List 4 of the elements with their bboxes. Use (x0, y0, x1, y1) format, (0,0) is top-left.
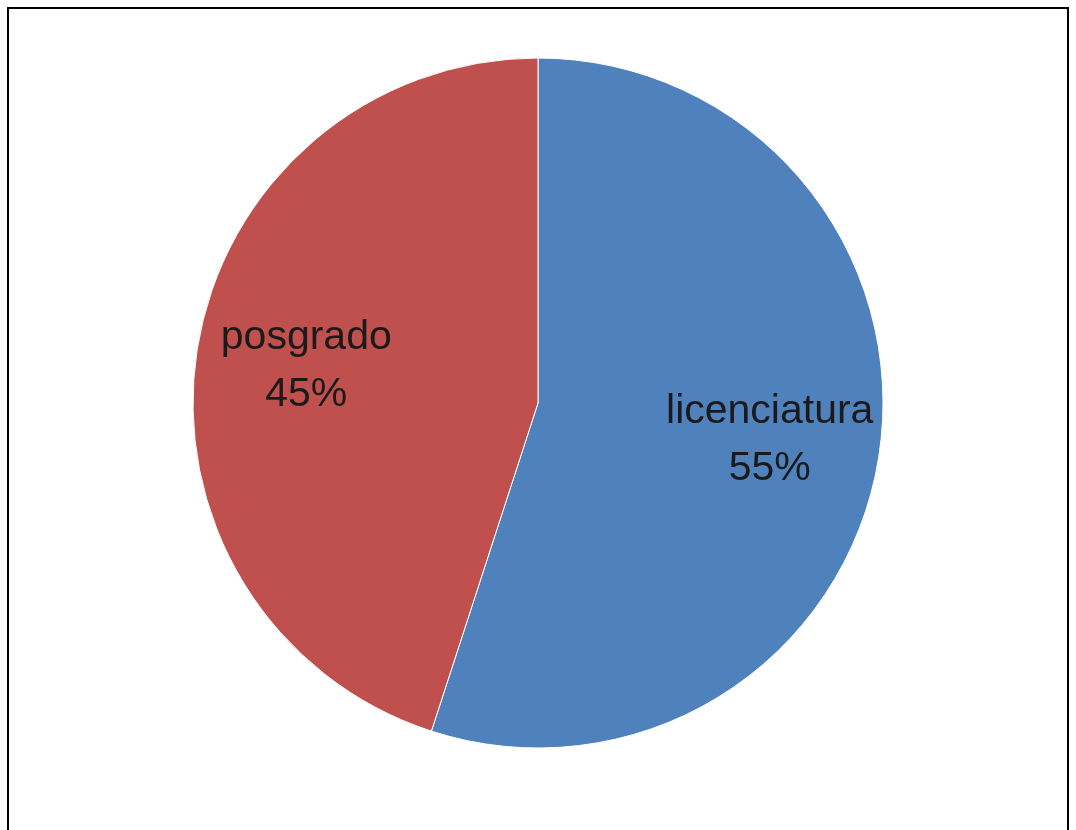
data-label: 45% (265, 369, 348, 416)
slice-label: licenciatura (666, 385, 874, 432)
slice-label: posgrado (220, 312, 392, 359)
data-label: 55% (728, 442, 811, 489)
